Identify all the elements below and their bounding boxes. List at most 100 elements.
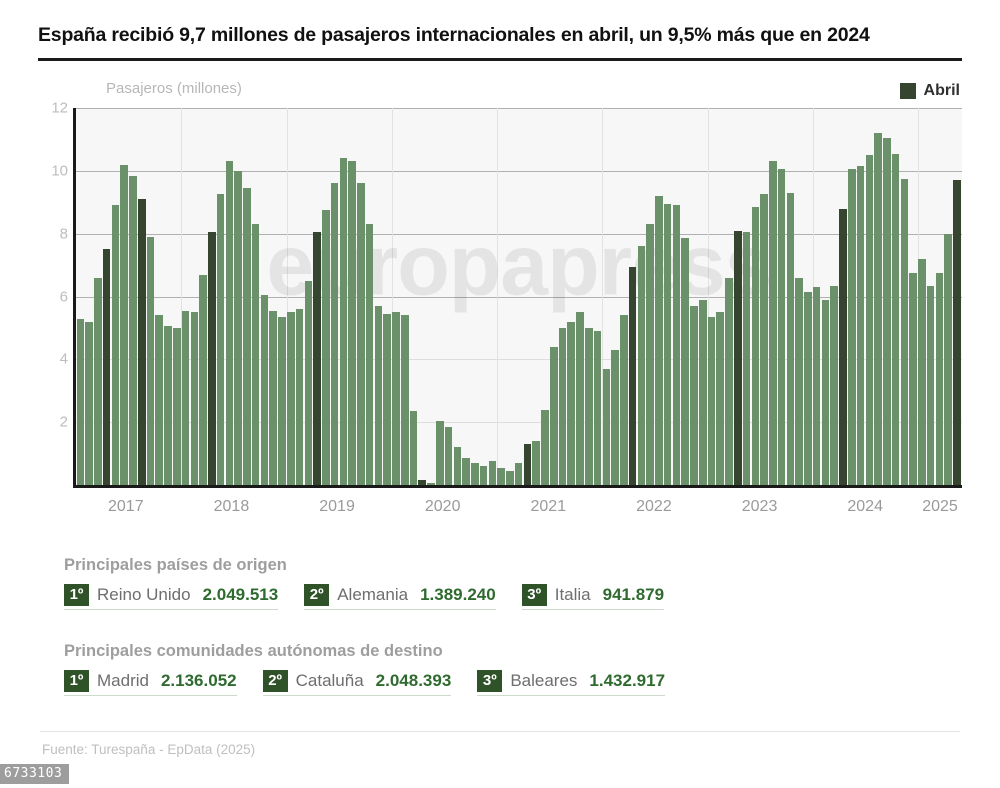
bar (585, 327, 593, 485)
bar (558, 327, 567, 485)
bar (225, 161, 234, 485)
x-tick-label: 2023 (741, 498, 778, 515)
rank-value: 2.049.513 (202, 585, 279, 604)
bar (698, 299, 707, 485)
chart-container: Pasajeros (millones) Abril 2 4 6 8 10 12 euro… (38, 80, 962, 534)
bar (173, 327, 181, 485)
year-separator (181, 108, 183, 485)
bar (821, 299, 830, 485)
bar (339, 158, 348, 485)
bar (751, 206, 760, 485)
year-separator (497, 108, 499, 485)
ranking-item: 2º Cataluña 2.048.393 (262, 670, 452, 696)
bar (85, 321, 93, 485)
year-separator (286, 108, 288, 485)
bar (830, 285, 839, 485)
title-divider (38, 58, 962, 61)
rank-value: 941.879 (602, 585, 665, 604)
bar (926, 285, 935, 485)
rank-name: Italia (554, 585, 591, 604)
bar (181, 310, 190, 485)
rank-value: 2.136.052 (160, 671, 237, 690)
bar (935, 272, 944, 485)
bar (137, 199, 146, 485)
bar (208, 232, 216, 485)
bar (190, 312, 199, 485)
x-tick-label: 2021 (530, 498, 567, 515)
y-tick-label: 4 (59, 350, 68, 368)
bar (847, 169, 856, 485)
bar (453, 447, 462, 485)
ranking-row: 1º Madrid 2.136.052 2º Cataluña 2.048.393 3º Ba… (64, 670, 964, 696)
bar (523, 444, 532, 485)
bar (725, 277, 733, 485)
gridline (76, 233, 962, 235)
bar (111, 205, 120, 485)
bar (479, 466, 488, 485)
bar (690, 305, 698, 485)
bar (769, 161, 777, 485)
bar (602, 368, 611, 485)
footer-divider (40, 731, 960, 732)
ranking-regions: Principales comunidades autónomas de des… (64, 642, 964, 696)
bar (760, 194, 768, 485)
y-tick-label: 6 (59, 288, 68, 305)
gridline (76, 422, 962, 424)
gridline (76, 170, 962, 172)
bar (392, 312, 400, 485)
bar (663, 203, 672, 485)
year-separator (707, 108, 709, 485)
ranking-heading: Principales comunidades autónomas de des… (64, 642, 443, 660)
bar (812, 287, 821, 485)
title-block: España recibió 9,7 millones de pasajeros… (38, 24, 962, 61)
bar (313, 232, 321, 485)
gridline (76, 359, 962, 361)
ranking-item-content: 3º Baleares 1.432.917 (477, 670, 666, 696)
rank-value: 1.389.240 (420, 585, 496, 604)
y-tick-label: 2 (59, 413, 68, 431)
rank-name: Cataluña (295, 671, 364, 690)
bar (383, 313, 391, 485)
bar (549, 346, 558, 485)
ranking-row: 1º Reino Unido 2.049.513 2º Alemania 1.389.24… (64, 584, 964, 610)
bar (506, 470, 514, 485)
x-tick-label: 2022 (636, 498, 672, 515)
bar (514, 463, 523, 485)
ranking-item-content: 2º Alemania 1.389.240 (304, 584, 496, 610)
bar (593, 331, 602, 485)
bar (146, 236, 155, 485)
bar (216, 194, 225, 485)
bar (120, 164, 128, 485)
bar (646, 224, 654, 485)
bar (488, 461, 497, 485)
bar (94, 277, 102, 485)
bar (777, 169, 786, 485)
chart-legend: Abril (899, 82, 960, 100)
ranking-item: 1º Reino Unido 2.049.513 (64, 584, 279, 610)
plot-area: 2 4 6 8 10 12 europapress (51, 100, 962, 488)
rank-badge: 1º (64, 584, 89, 606)
bar (681, 238, 689, 485)
source-text: Fuente: Turespaña - EpData (2025) (42, 742, 256, 757)
x-tick-label: 2019 (319, 498, 355, 515)
rank-badge: 2º (304, 584, 330, 606)
bar (348, 161, 356, 485)
bar (278, 316, 286, 485)
bar (655, 195, 663, 485)
year-separator (602, 108, 604, 485)
bar (269, 310, 278, 485)
ranking-item-content: 3º Italia 941.879 (521, 584, 665, 610)
bar (795, 277, 803, 485)
bar (76, 318, 85, 485)
bar (409, 411, 418, 485)
bar (541, 409, 549, 485)
bar (944, 233, 952, 485)
bar (953, 180, 961, 485)
y-axis-title: Pasajeros (millones) (106, 80, 242, 97)
rank-value: 2.048.393 (375, 671, 452, 690)
ranking-item-content: 1º Reino Unido 2.049.513 (64, 584, 279, 610)
bar (611, 349, 619, 485)
y-tick-label: 8 (59, 225, 68, 243)
bar (462, 458, 470, 485)
bar (427, 483, 435, 485)
